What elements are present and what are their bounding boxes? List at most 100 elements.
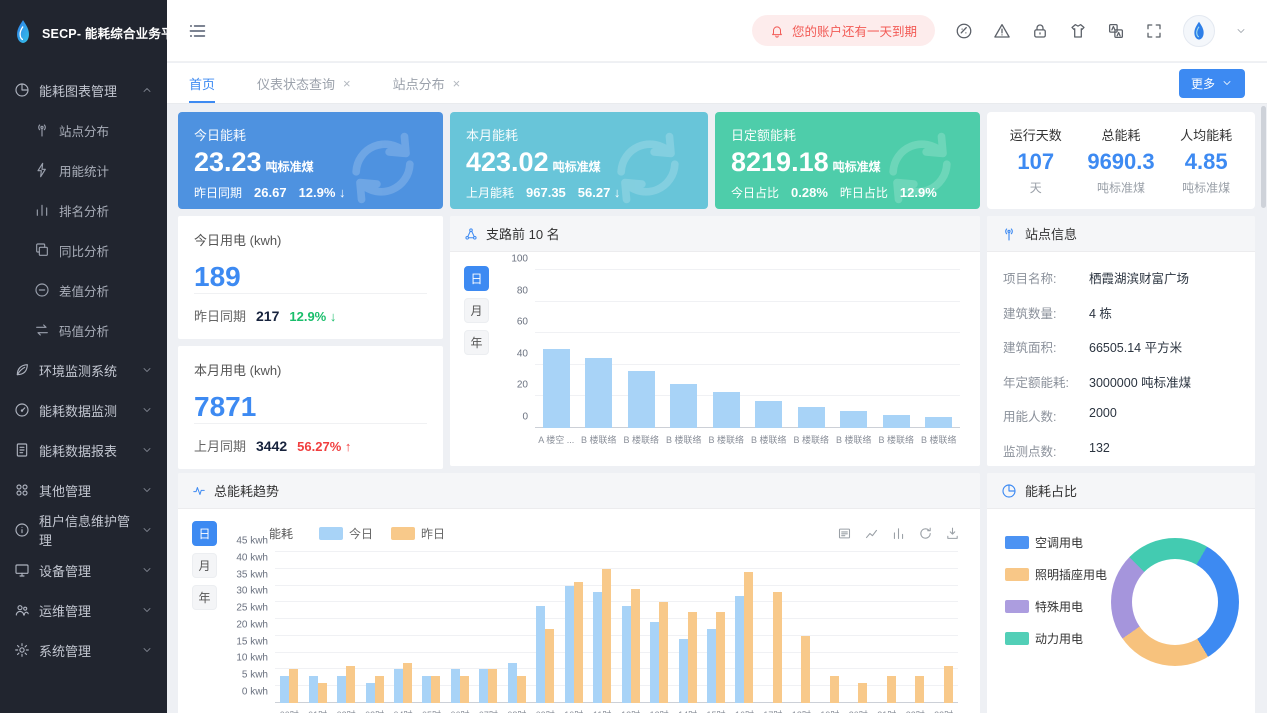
- data-view-icon[interactable]: [837, 526, 852, 541]
- line-chart-icon[interactable]: [864, 526, 879, 541]
- bar[interactable]: [882, 415, 910, 428]
- sidebar-item-3[interactable]: 同比分析: [0, 230, 167, 270]
- bar[interactable]: [840, 410, 868, 428]
- download-icon[interactable]: [945, 526, 960, 541]
- bar[interactable]: [670, 383, 698, 428]
- sidebar-item-1[interactable]: 用能统计: [0, 150, 167, 190]
- skin-icon[interactable]: [1069, 22, 1087, 40]
- scrollbar-thumb[interactable]: [1261, 106, 1266, 208]
- bar[interactable]: [542, 349, 570, 428]
- sidebar-group-7[interactable]: 运维管理: [0, 590, 167, 630]
- close-icon[interactable]: ×: [343, 75, 351, 91]
- legend-item-空调用电[interactable]: 空调用电: [1005, 534, 1107, 551]
- bar[interactable]: [755, 401, 783, 428]
- bar-昨日[interactable]: [431, 676, 441, 703]
- lock-icon[interactable]: [1031, 22, 1049, 40]
- bar-昨日[interactable]: [545, 629, 555, 703]
- bar-昨日[interactable]: [858, 682, 868, 703]
- tab-首页[interactable]: 首页: [189, 63, 216, 103]
- bar-今日[interactable]: [564, 585, 574, 703]
- avatar[interactable]: [1183, 14, 1215, 47]
- legend-item-特殊用电[interactable]: 特殊用电: [1005, 598, 1107, 615]
- sidebar-group-2[interactable]: 能耗数据监测: [0, 390, 167, 430]
- close-icon[interactable]: ×: [452, 75, 461, 91]
- bar-今日[interactable]: [337, 676, 347, 703]
- bar-昨日[interactable]: [488, 669, 498, 703]
- bar-昨日[interactable]: [630, 588, 640, 703]
- bar-昨日[interactable]: [716, 612, 726, 703]
- legend-item-昨日[interactable]: 昨日: [391, 525, 445, 542]
- bar-昨日[interactable]: [772, 592, 782, 703]
- bar[interactable]: [925, 416, 953, 428]
- restore-icon[interactable]: [918, 526, 933, 541]
- sidebar-group-0[interactable]: 能耗图表管理: [0, 70, 167, 110]
- legend-item-动力用电[interactable]: 动力用电: [1005, 630, 1107, 647]
- sidebar-group-8[interactable]: 系统管理: [0, 630, 167, 670]
- bar-今日[interactable]: [280, 676, 290, 703]
- bar-chart-icon[interactable]: [891, 526, 906, 541]
- tab-站点分布[interactable]: 站点分布 ×: [393, 63, 461, 103]
- bar-今日[interactable]: [735, 595, 745, 703]
- bar-今日[interactable]: [365, 682, 375, 703]
- bar-昨日[interactable]: [687, 612, 697, 703]
- sidebar-group-6[interactable]: 设备管理: [0, 550, 167, 590]
- sidebar-item-5[interactable]: 码值分析: [0, 310, 167, 350]
- legend-item-今日[interactable]: 今日: [319, 525, 373, 542]
- bar[interactable]: [627, 371, 655, 428]
- bar-昨日[interactable]: [516, 676, 526, 703]
- bar-今日[interactable]: [621, 605, 631, 703]
- bar-今日[interactable]: [422, 676, 432, 703]
- sidebar-group-5[interactable]: 租户信息维护管理: [0, 510, 167, 550]
- sidebar-item-0[interactable]: 站点分布: [0, 110, 167, 150]
- sidebar-group-1[interactable]: 环境监测系统: [0, 350, 167, 390]
- bar[interactable]: [797, 407, 825, 428]
- tab-仪表状态查询[interactable]: 仪表状态查询 ×: [257, 63, 351, 103]
- bar-昨日[interactable]: [459, 676, 469, 703]
- bar-昨日[interactable]: [374, 676, 384, 703]
- menu-collapse-icon[interactable]: [187, 21, 207, 41]
- bar-昨日[interactable]: [801, 635, 811, 703]
- time-toggle-日[interactable]: 日: [464, 266, 489, 291]
- bar-昨日[interactable]: [289, 669, 299, 703]
- sidebar-item-4[interactable]: 差值分析: [0, 270, 167, 310]
- bar-今日[interactable]: [479, 669, 489, 703]
- sidebar-group-3[interactable]: 能耗数据报表: [0, 430, 167, 470]
- bar-今日[interactable]: [450, 669, 460, 703]
- bar-昨日[interactable]: [573, 582, 583, 703]
- time-toggle-年[interactable]: 年: [192, 585, 217, 610]
- time-toggle-月[interactable]: 月: [192, 553, 217, 578]
- time-toggle-日[interactable]: 日: [192, 521, 217, 546]
- bar-今日[interactable]: [507, 662, 517, 703]
- palette-icon[interactable]: [955, 22, 973, 40]
- bar[interactable]: [585, 358, 613, 428]
- bar-今日[interactable]: [650, 622, 660, 703]
- chevron-down-icon[interactable]: [1235, 25, 1247, 37]
- bar-今日[interactable]: [593, 592, 603, 703]
- sidebar-item-2[interactable]: 排名分析: [0, 190, 167, 230]
- bar-昨日[interactable]: [602, 568, 612, 703]
- more-button[interactable]: 更多: [1178, 68, 1245, 98]
- translate-icon[interactable]: [1107, 22, 1125, 40]
- bar-今日[interactable]: [308, 676, 318, 703]
- bar-今日[interactable]: [536, 605, 546, 703]
- donut-chart[interactable]: [1111, 538, 1239, 666]
- bar-昨日[interactable]: [317, 682, 327, 703]
- fullscreen-icon[interactable]: [1145, 22, 1163, 40]
- bar[interactable]: [712, 391, 740, 428]
- time-toggle-月[interactable]: 月: [464, 298, 489, 323]
- bar-昨日[interactable]: [829, 676, 839, 703]
- bar-昨日[interactable]: [659, 602, 669, 703]
- bar-今日[interactable]: [678, 639, 688, 703]
- bar-今日[interactable]: [707, 629, 717, 703]
- bar-昨日[interactable]: [886, 676, 896, 703]
- app-logo[interactable]: SECP- 能耗综合业务平台: [0, 0, 186, 64]
- time-toggle-年[interactable]: 年: [464, 330, 489, 355]
- sidebar-group-4[interactable]: 其他管理: [0, 470, 167, 510]
- bar-昨日[interactable]: [943, 666, 953, 703]
- bar-昨日[interactable]: [915, 676, 925, 703]
- bar-昨日[interactable]: [403, 662, 413, 703]
- bar-昨日[interactable]: [346, 666, 356, 703]
- legend-item-照明插座用电[interactable]: 照明插座用电: [1005, 566, 1107, 583]
- account-expiry-alert[interactable]: 您的账户还有一天到期: [751, 15, 935, 46]
- warning-icon[interactable]: [993, 22, 1011, 40]
